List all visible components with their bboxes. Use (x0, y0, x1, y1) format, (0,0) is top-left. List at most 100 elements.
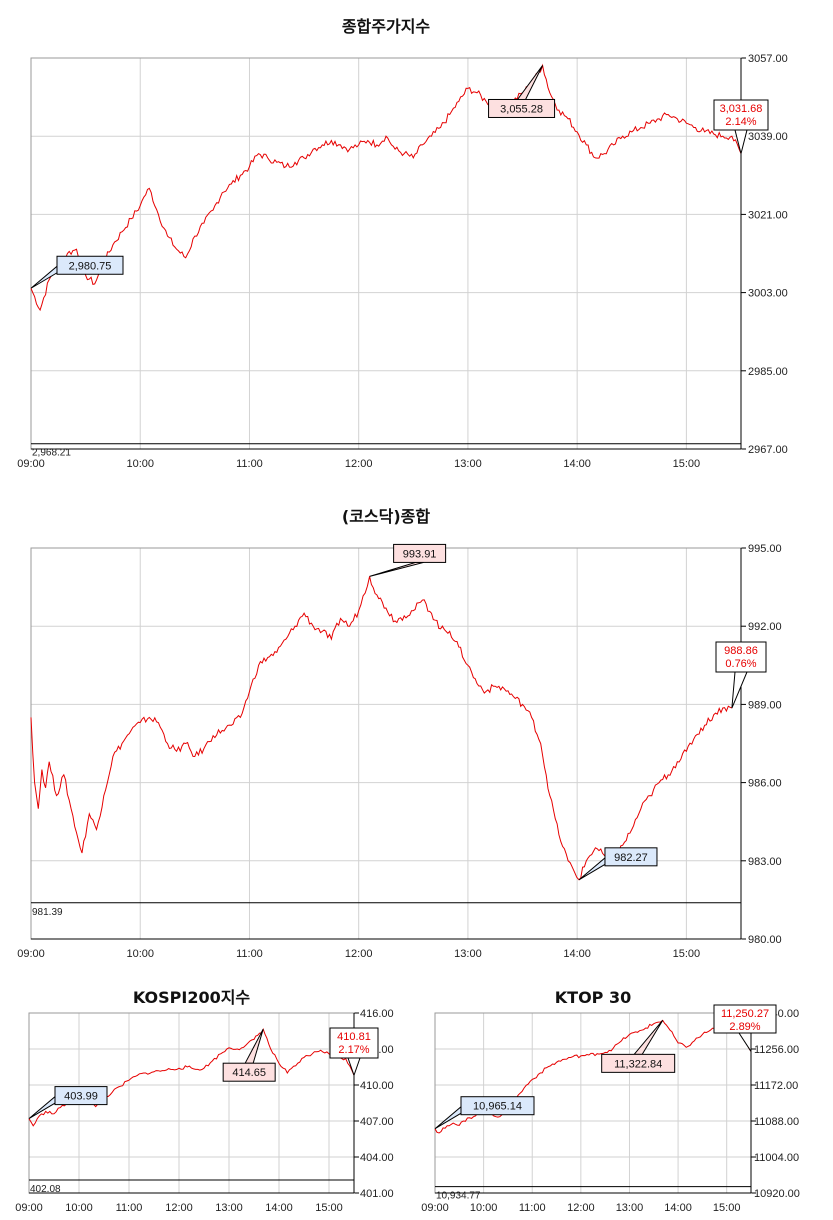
y-tick-label: 11172.00 (754, 1080, 798, 1092)
callout-pointer (516, 65, 544, 100)
callout-box (713, 99, 769, 131)
y-tick-label: 3057.00 (748, 53, 788, 65)
reference-label: 981.39 (32, 907, 63, 918)
x-tick-label: 09:00 (17, 948, 45, 960)
callout-pointer (244, 1028, 264, 1064)
callout-pointer (369, 561, 424, 577)
callout-box (56, 255, 124, 275)
price-series-line (30, 63, 742, 312)
last-value-label: 988.86 (724, 645, 758, 657)
reference-label: 402.08 (30, 1184, 61, 1195)
x-tick-label: 14:00 (265, 1202, 293, 1214)
last-value-callout: 410.812.17% (329, 1027, 379, 1077)
price-series-line (434, 1019, 752, 1134)
chart-4: KTOP 30 10920.00 11004.00 11088.00 11172.00 1… (421, 988, 800, 1214)
x-tick-label: 11:00 (519, 1202, 546, 1214)
x-tick-label: 11:00 (236, 458, 263, 470)
callout-box (715, 641, 767, 673)
y-tick-label: 2985.00 (748, 366, 788, 378)
reference-label: 2,968.21 (32, 448, 71, 459)
y-tick-label: 407.00 (360, 1116, 394, 1128)
y-tick-label: 3003.00 (748, 288, 788, 300)
chart-title: (코스닥)종합 (342, 507, 431, 526)
chart-title: KOSPI200지수 (133, 988, 251, 1007)
x-tick-label: 11:00 (116, 1202, 143, 1214)
callout-box (601, 1053, 676, 1073)
x-tick-label: 11:00 (236, 948, 263, 960)
callout-box (604, 847, 658, 867)
y-tick-label: 3021.00 (748, 209, 788, 221)
high-callout: 3,055.28 (488, 65, 556, 118)
high-callout: 11,322.84 (601, 1020, 676, 1073)
x-tick-label: 10:00 (65, 1202, 93, 1214)
change-rate-label: 2.89% (729, 1021, 760, 1033)
x-tick-label: 15:00 (315, 1202, 343, 1214)
low-callout: 2,980.75 (30, 255, 124, 289)
last-value-label: 3,031.68 (720, 103, 763, 115)
change-rate-label: 2.14% (725, 116, 756, 128)
callout-box (460, 1096, 535, 1116)
last-value-callout: 3,031.682.14% (713, 99, 769, 154)
callout-box (54, 1086, 108, 1106)
last-value-callout: 11,250.272.89% (713, 1004, 777, 1054)
callout-box (393, 543, 447, 563)
y-tick-label: 980.00 (748, 934, 782, 946)
callout-label: 3,055.28 (500, 103, 543, 115)
plot-frame (30, 57, 742, 450)
y-tick-label: 410.00 (360, 1080, 394, 1092)
x-tick-label: 13:00 (616, 1202, 644, 1214)
y-tick-label: 986.00 (748, 778, 782, 790)
x-tick-label: 14:00 (563, 948, 591, 960)
high-callout: 993.91 (369, 543, 447, 577)
y-tick-label: 404.00 (360, 1152, 394, 1164)
y-tick-label: 11004.00 (754, 1152, 799, 1164)
x-tick-label: 12:00 (165, 1202, 193, 1214)
x-tick-label: 15:00 (713, 1202, 741, 1214)
x-tick-label: 13:00 (454, 458, 482, 470)
reference-label: 10,934.77 (436, 1191, 481, 1202)
callout-label: 11,322.84 (614, 1058, 662, 1070)
x-tick-label: 12:00 (567, 1202, 595, 1214)
plot-frame (30, 547, 742, 940)
callout-label: 2,980.75 (69, 260, 112, 272)
callout-box (329, 1027, 379, 1059)
change-rate-label: 0.76% (725, 658, 756, 670)
y-tick-label: 989.00 (748, 699, 782, 711)
y-tick-label: 3039.00 (748, 131, 788, 143)
last-value-label: 410.81 (337, 1031, 371, 1043)
x-tick-label: 14:00 (664, 1202, 692, 1214)
x-tick-label: 09:00 (17, 458, 45, 470)
chart-3: KOSPI200지수401.00404.00407.00410.00413.00… (15, 988, 393, 1214)
callout-box (488, 98, 556, 118)
x-tick-label: 15:00 (673, 948, 701, 960)
y-tick-label: 992.00 (748, 621, 782, 633)
low-callout: 10,965.14 (434, 1096, 535, 1130)
x-tick-label: 09:00 (15, 1202, 43, 1214)
last-value-label: 11,250.27 (721, 1008, 769, 1020)
callout-box (713, 1004, 777, 1034)
callout-box (222, 1062, 276, 1082)
high-callout: 414.65 (222, 1028, 276, 1082)
callout-label: 10,965.14 (473, 1101, 522, 1113)
x-tick-label: 13:00 (454, 948, 482, 960)
low-callout: 982.27 (578, 847, 658, 881)
x-tick-label: 10:00 (126, 458, 154, 470)
y-tick-label: 983.00 (748, 856, 782, 868)
low-callout: 403.99 (28, 1086, 108, 1120)
chart-title: KTOP 30 (555, 988, 631, 1007)
x-tick-label: 15:00 (673, 458, 701, 470)
y-tick-label: 995.00 (748, 543, 782, 555)
x-tick-label: 10:00 (126, 948, 154, 960)
chart-1: 종합주가지수 2967.00 2985.00 3003.00 3021.00 3039.0… (17, 17, 788, 470)
y-tick-label: 2967.00 (748, 444, 788, 456)
callout-label: 414.65 (232, 1067, 266, 1079)
x-tick-label: 09:00 (421, 1202, 449, 1214)
price-series-line (28, 1027, 355, 1127)
callout-label: 982.27 (614, 852, 648, 864)
callout-pointer (731, 671, 748, 709)
change-rate-label: 2.17% (338, 1044, 369, 1056)
x-tick-label: 12:00 (345, 458, 373, 470)
x-tick-label: 12:00 (345, 948, 373, 960)
callout-label: 403.99 (64, 1091, 98, 1103)
